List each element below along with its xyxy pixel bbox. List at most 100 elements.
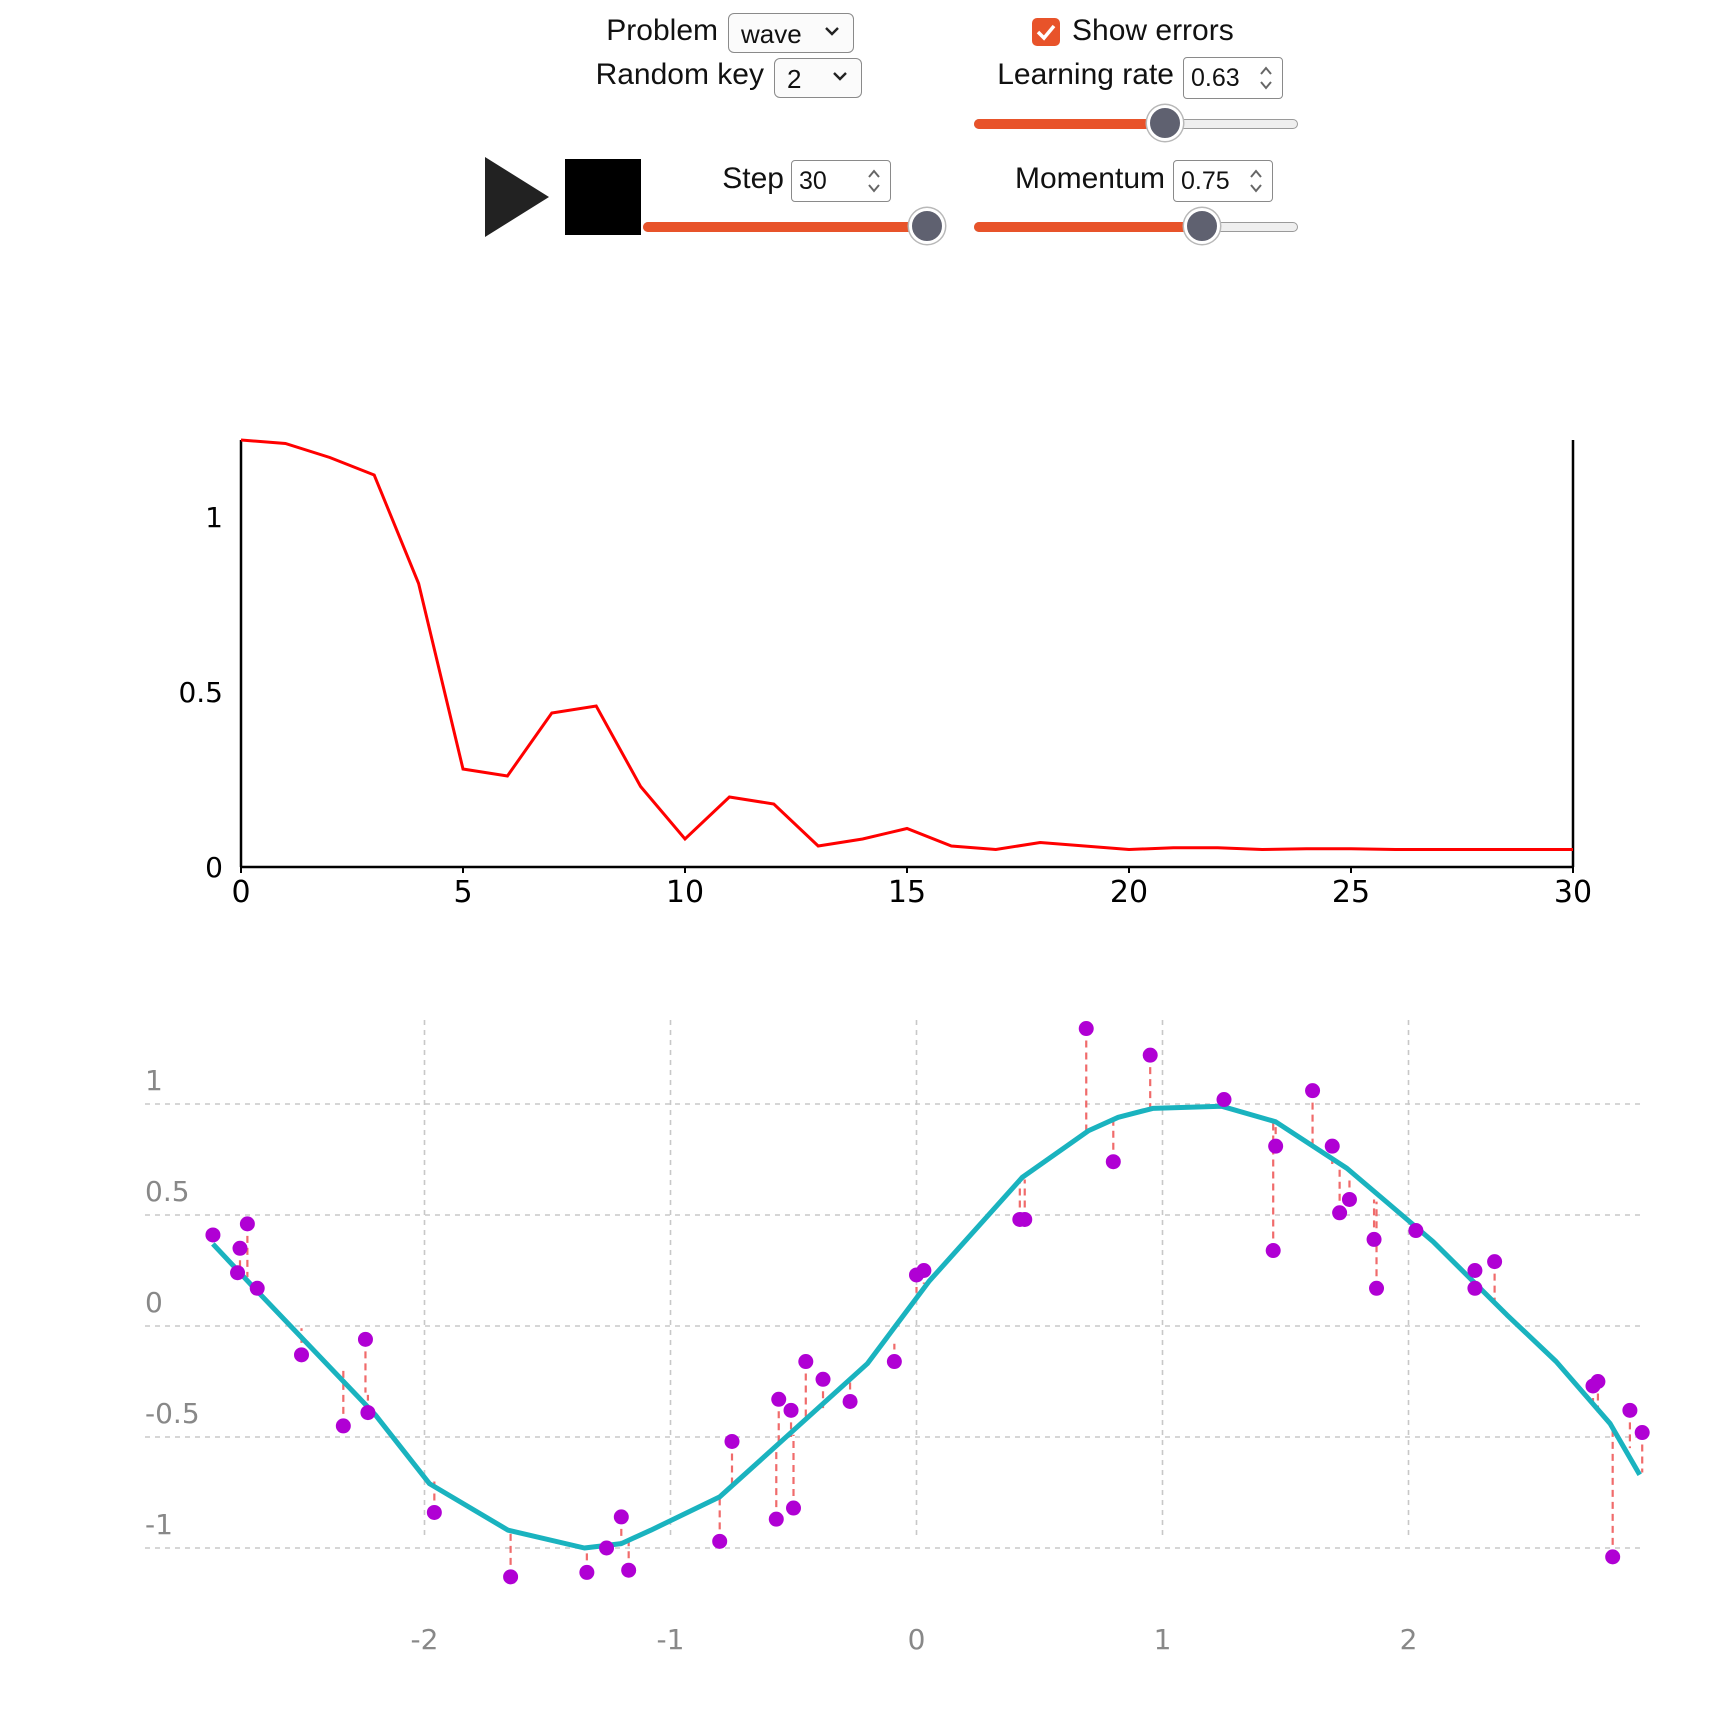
slider-thumb[interactable] bbox=[909, 208, 945, 244]
x-tick-label: -2 bbox=[411, 1623, 439, 1656]
data-point bbox=[360, 1405, 376, 1421]
data-point bbox=[294, 1347, 309, 1363]
y-tick-label: -1 bbox=[145, 1508, 173, 1541]
fit-line bbox=[211, 1103, 1642, 1551]
data-point bbox=[503, 1569, 519, 1585]
data-point bbox=[815, 1371, 831, 1387]
data-point bbox=[712, 1533, 728, 1549]
data-point bbox=[1105, 1154, 1121, 1170]
data-point bbox=[798, 1354, 814, 1370]
data-point bbox=[249, 1280, 265, 1296]
spinner-arrows-icon[interactable] bbox=[1258, 63, 1274, 93]
loss-series-line bbox=[240, 438, 1573, 852]
data-point bbox=[613, 1509, 629, 1525]
slider-fill bbox=[974, 222, 1203, 232]
y-tick-label: 0 bbox=[205, 851, 223, 884]
data-point bbox=[1467, 1280, 1483, 1296]
x-tick-label: 10 bbox=[666, 875, 704, 910]
y-tick-label: 0 bbox=[145, 1286, 163, 1319]
data-point bbox=[1634, 1425, 1650, 1441]
data-point bbox=[1590, 1374, 1606, 1389]
data-point bbox=[230, 1265, 246, 1281]
checkmark-icon bbox=[1036, 24, 1056, 41]
stop-button[interactable] bbox=[565, 159, 641, 235]
slider-thumb[interactable] bbox=[1146, 105, 1183, 141]
data-point bbox=[886, 1354, 902, 1370]
step-slider[interactable] bbox=[643, 208, 945, 244]
data-point bbox=[916, 1263, 932, 1278]
play-icon[interactable] bbox=[485, 157, 549, 237]
data-point bbox=[579, 1564, 595, 1580]
problem-label: Problem bbox=[606, 14, 718, 47]
show-errors-checkbox[interactable] bbox=[1032, 18, 1060, 46]
data-point bbox=[1142, 1047, 1158, 1063]
data-point bbox=[1487, 1254, 1503, 1270]
data-point bbox=[621, 1562, 637, 1578]
data-point bbox=[232, 1240, 248, 1256]
data-point bbox=[1305, 1083, 1321, 1099]
learning-rate-input[interactable]: 0.63 bbox=[1183, 57, 1283, 99]
data-point bbox=[335, 1418, 351, 1434]
slider-fill bbox=[974, 119, 1165, 129]
learning-rate-label: Learning rate bbox=[997, 58, 1174, 91]
slider-fill bbox=[643, 222, 927, 232]
data-point bbox=[1078, 1021, 1094, 1037]
momentum-slider[interactable] bbox=[974, 208, 1298, 244]
x-tick-label: 1 bbox=[1154, 1623, 1172, 1656]
fit-chart: -2 -1 0 1 2 1 0.5 0 -0.5 -1 bbox=[145, 1020, 1650, 1656]
problem-select[interactable]: wave bbox=[728, 13, 854, 53]
y-tick-label: 1 bbox=[205, 501, 223, 534]
data-point bbox=[1408, 1223, 1424, 1239]
data-point bbox=[1268, 1138, 1284, 1154]
step-value: 30 bbox=[799, 167, 827, 195]
random-key-select[interactable]: 2 bbox=[774, 58, 862, 98]
random-key-label: Random key bbox=[595, 58, 764, 91]
learning-rate-value: 0.63 bbox=[1191, 64, 1240, 92]
data-point bbox=[1332, 1205, 1348, 1221]
data-point bbox=[205, 1227, 221, 1243]
data-point bbox=[724, 1433, 740, 1449]
data-point bbox=[786, 1500, 801, 1516]
momentum-input[interactable]: 0.75 bbox=[1173, 160, 1273, 202]
momentum-label: Momentum bbox=[1014, 162, 1165, 195]
data-point bbox=[1605, 1549, 1621, 1565]
data-point bbox=[1216, 1092, 1232, 1108]
data-point bbox=[842, 1393, 858, 1409]
data-point bbox=[426, 1504, 442, 1520]
data-point bbox=[768, 1511, 784, 1527]
data-point bbox=[771, 1391, 787, 1407]
chevron-down-icon bbox=[833, 72, 847, 81]
random-key-select-value: 2 bbox=[787, 64, 802, 94]
data-point bbox=[1017, 1211, 1033, 1227]
x-tick-label: 0 bbox=[908, 1623, 926, 1656]
data-point bbox=[1467, 1263, 1483, 1278]
data-point bbox=[239, 1216, 255, 1232]
momentum-value: 0.75 bbox=[1181, 167, 1230, 195]
spinner-arrows-icon[interactable] bbox=[866, 166, 882, 196]
data-point bbox=[1369, 1280, 1385, 1296]
data-point bbox=[599, 1540, 615, 1556]
problem-select-value: wave bbox=[741, 19, 802, 49]
x-tick-label: 30 bbox=[1554, 875, 1592, 910]
data-point bbox=[357, 1331, 373, 1347]
y-tick-label: -0.5 bbox=[145, 1397, 200, 1430]
x-tick-label: -1 bbox=[657, 1623, 685, 1656]
data-point bbox=[1341, 1191, 1357, 1207]
step-input[interactable]: 30 bbox=[791, 160, 891, 202]
data-point bbox=[1265, 1243, 1281, 1259]
learning-rate-slider[interactable] bbox=[974, 105, 1298, 141]
x-tick-label: 5 bbox=[453, 875, 472, 910]
x-tick-label: 0 bbox=[231, 875, 250, 910]
data-point bbox=[1324, 1138, 1340, 1154]
slider-thumb[interactable] bbox=[1184, 208, 1221, 244]
y-tick-label: 0.5 bbox=[145, 1175, 190, 1208]
step-label: Step bbox=[722, 162, 784, 195]
x-tick-label: 25 bbox=[1332, 875, 1370, 910]
spinner-arrows-icon[interactable] bbox=[1248, 166, 1264, 196]
x-tick-label: 2 bbox=[1400, 1623, 1418, 1656]
y-tick-label: 1 bbox=[145, 1064, 163, 1097]
show-errors-label: Show errors bbox=[1072, 14, 1234, 47]
loss-chart: 0 5 10 15 20 25 30 0 0.5 1 bbox=[178, 438, 1592, 910]
data-point bbox=[783, 1402, 799, 1418]
x-tick-label: 20 bbox=[1110, 875, 1148, 910]
